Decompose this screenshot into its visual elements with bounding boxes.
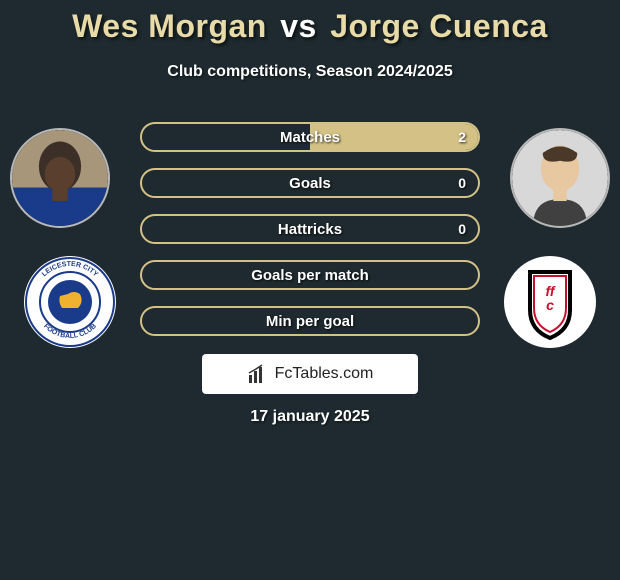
player2-club-badge: ff c [500,252,600,352]
stat-value-right: 2 [458,124,466,150]
subtitle: Club competitions, Season 2024/2025 [0,63,620,81]
stat-row-goals: Goals 0 [140,168,480,198]
stat-label: Goals per match [142,262,478,288]
player1-club-badge: LEICESTER CITY FOOTBALL CLUB [20,252,120,352]
comparison-title: Wes Morgan vs Jorge Cuenca [0,0,620,45]
stat-row-goals-per-match: Goals per match [140,260,480,290]
stat-label: Matches [142,124,478,150]
watermark: FcTables.com [202,354,418,394]
player2-avatar [510,128,610,228]
vs-text: vs [280,8,317,44]
stats-container: Matches 2 Goals 0 Hattricks 0 Goals per … [140,122,480,352]
date-text: 17 january 2025 [0,408,620,426]
stat-label: Goals [142,170,478,196]
watermark-text: FcTables.com [275,365,374,383]
player2-name: Jorge Cuenca [330,8,548,44]
stat-label: Hattricks [142,216,478,242]
player1-name: Wes Morgan [72,8,267,44]
stat-row-min-per-goal: Min per goal [140,306,480,336]
player1-avatar [10,128,110,228]
stat-label: Min per goal [142,308,478,334]
stat-value-right: 0 [458,170,466,196]
chart-icon [247,363,269,385]
svg-text:c: c [546,297,554,313]
stat-value-right: 0 [458,216,466,242]
stat-row-matches: Matches 2 [140,122,480,152]
stat-row-hattricks: Hattricks 0 [140,214,480,244]
